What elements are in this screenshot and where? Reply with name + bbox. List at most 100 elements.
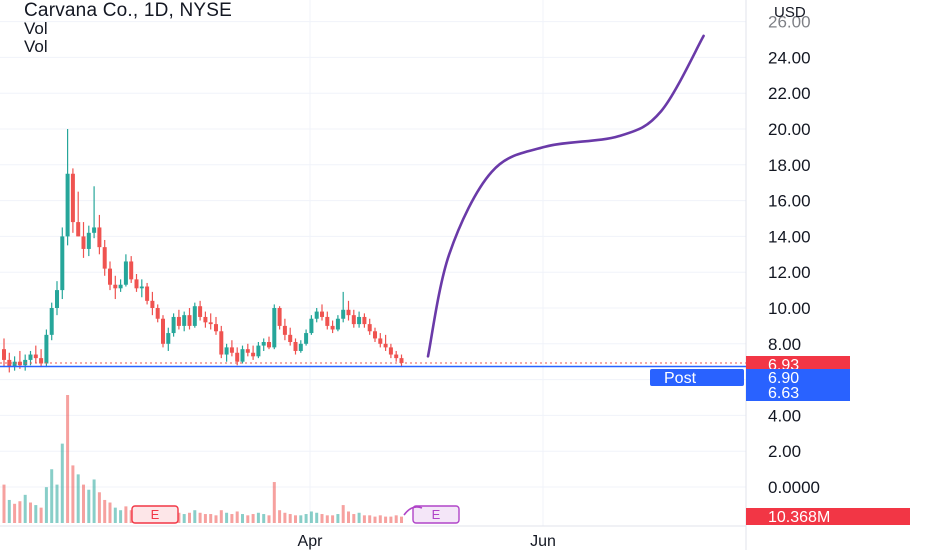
legend-volume-2[interactable]: Vol — [24, 37, 48, 56]
price-lines — [0, 362, 746, 368]
earnings-marker-0 — [131, 505, 179, 524]
axis-tick-1: 24.00 — [768, 48, 811, 67]
volume-bar-38 — [203, 514, 207, 523]
earnings-marker-label-0: E — [151, 507, 160, 522]
volume-bar-66 — [352, 514, 356, 523]
candle-body-56 — [298, 343, 303, 351]
candle-body-49 — [261, 342, 266, 346]
volume-bar-48 — [256, 512, 260, 523]
candle-body-34 — [182, 315, 187, 326]
volume-bar-17 — [92, 479, 96, 523]
candle-body-19 — [102, 247, 107, 269]
candle-body-41 — [219, 331, 224, 355]
low-price-badge-label: 6.63 — [768, 385, 799, 402]
volume-bar-37 — [198, 512, 202, 523]
candle-body-3 — [17, 361, 22, 366]
legend-title[interactable]: Carvana Co., 1D, NYSE — [24, 0, 233, 21]
volume-bar-10 — [55, 484, 59, 523]
volume-bar-4 — [23, 494, 27, 523]
post-tag-label: Post — [664, 370, 697, 387]
candle-body-72 — [383, 343, 388, 348]
volume-bars — [2, 395, 403, 523]
axis-tick-6: 14.00 — [768, 227, 811, 246]
volume-bar-19 — [103, 499, 107, 523]
candle-body-36 — [192, 306, 197, 326]
volume-bar-33 — [177, 512, 181, 523]
volume-bar-15 — [82, 484, 85, 523]
candle-body-29 — [155, 308, 160, 319]
candle-body-65 — [346, 309, 351, 316]
volume-bar-65 — [347, 511, 350, 523]
volume-bar-41 — [219, 510, 223, 523]
volume-bar-14 — [76, 474, 80, 523]
price-axis[interactable]: USD 24.00 22.00 20.00 18.00 16.00 14.00 12.00 10… — [768, 4, 820, 497]
candle-body-10 — [55, 290, 59, 308]
volume-bar-5 — [29, 502, 32, 523]
volume-bar-20 — [108, 502, 112, 523]
volume-bar-71 — [378, 515, 382, 523]
candle-body-40 — [214, 324, 218, 332]
candle-body-71 — [378, 338, 383, 344]
earnings-marker-arc — [403, 506, 423, 516]
candle-body-43 — [229, 347, 234, 353]
volume-bar-6 — [34, 505, 38, 523]
candle-body-11 — [60, 236, 65, 291]
volume-bar-12 — [66, 395, 70, 523]
candle-body-33 — [176, 316, 181, 326]
volume-bar-44 — [235, 511, 239, 523]
axis-tick-13: 0.0000 — [768, 478, 820, 497]
volume-bar-64 — [341, 505, 345, 523]
candle-body-73 — [388, 347, 393, 355]
volume-badge-bg — [746, 508, 910, 525]
candle-body-63 — [335, 318, 340, 330]
axis-tick-7: 12.00 — [768, 263, 811, 282]
candle-body-42 — [224, 347, 229, 355]
grid-lines — [0, 0, 747, 550]
legend-volume-1[interactable]: Vol — [24, 19, 48, 38]
volume-bar-1 — [7, 499, 11, 523]
volume-bar-40 — [214, 515, 218, 523]
candle-body-60 — [320, 311, 324, 317]
volume-bar-22 — [119, 510, 123, 523]
volume-bar-39 — [209, 514, 213, 523]
post-price-badge-label: 6.90 — [768, 370, 799, 387]
volume-bar-68 — [362, 515, 366, 523]
axis-tick-2: 22.00 — [768, 84, 811, 103]
volume-bar-46 — [246, 515, 250, 523]
volume-bar-21 — [113, 507, 117, 523]
projection-drawing[interactable] — [426, 34, 705, 358]
volume-bar-72 — [384, 516, 388, 523]
candle-body-44 — [235, 352, 240, 362]
candle-body-52 — [277, 308, 282, 326]
candle-body-51 — [272, 308, 277, 348]
candle-body-15 — [81, 236, 86, 249]
candle-body-74 — [394, 354, 399, 359]
candle-body-32 — [171, 316, 176, 334]
candle-body-53 — [282, 325, 287, 335]
candle-body-6 — [33, 354, 38, 359]
axis-tick-9: 8.00 — [768, 335, 801, 354]
volume-bar-52 — [278, 510, 282, 523]
candle-body-50 — [267, 342, 271, 348]
candle-body-45 — [240, 349, 245, 362]
time-axis[interactable]: Apr Jun — [298, 533, 556, 550]
last-price-badge-bg — [746, 356, 850, 373]
volume-bar-56 — [299, 515, 303, 523]
candle-body-31 — [166, 333, 171, 344]
volume-bar-7 — [39, 507, 43, 523]
volume-bar-50 — [267, 515, 271, 523]
volume-bar-8 — [44, 487, 48, 523]
volume-bar-13 — [71, 465, 75, 523]
axis-tick-5: 16.00 — [768, 192, 811, 211]
volume-bar-57 — [304, 514, 308, 523]
candle-body-61 — [325, 316, 330, 326]
candle-body-67 — [357, 316, 362, 325]
volume-bar-34 — [182, 514, 186, 523]
candle-body-8 — [44, 334, 49, 364]
candle-body-46 — [245, 349, 250, 353]
candle-body-22 — [118, 284, 123, 289]
candle-body-64 — [341, 309, 346, 319]
